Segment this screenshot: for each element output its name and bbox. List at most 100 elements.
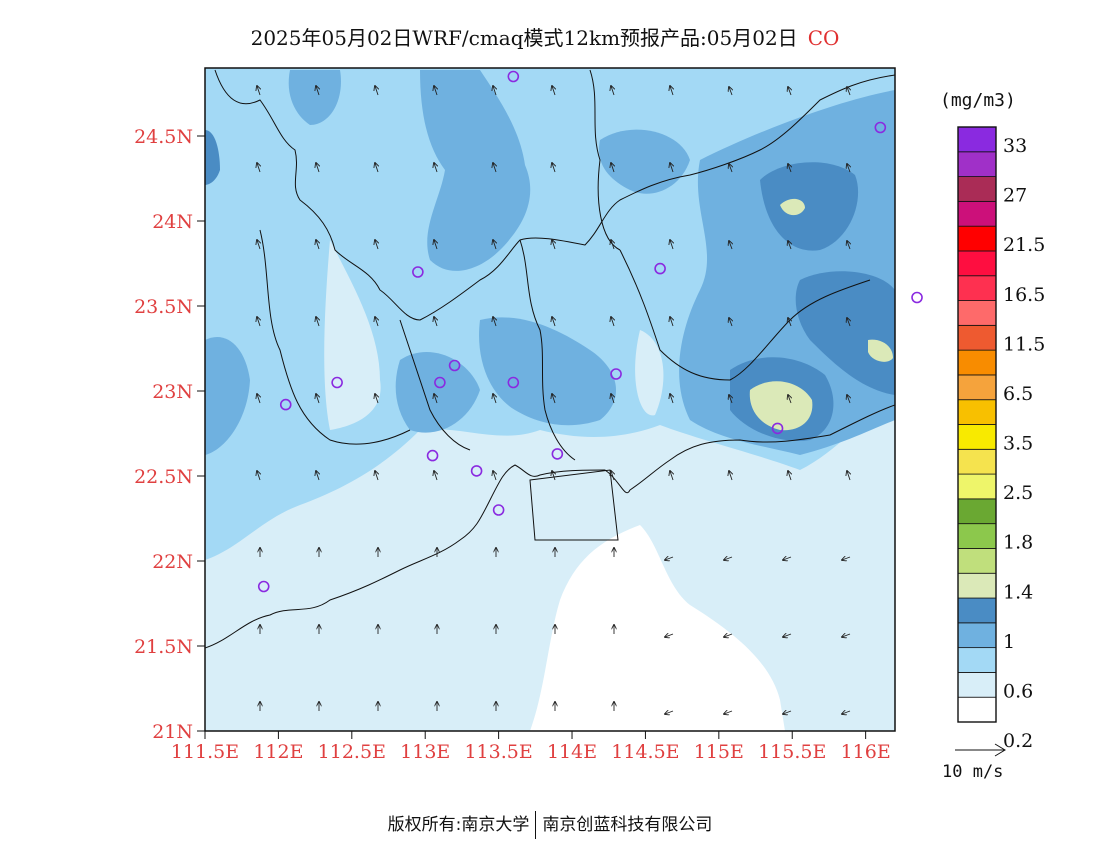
colorbar-swatch	[957, 622, 997, 649]
colorbar-frame	[957, 126, 997, 723]
wind-arrow	[434, 317, 437, 327]
wind-arrow	[670, 317, 673, 327]
wind-arrow	[842, 634, 851, 637]
lon-tick-label: 116E	[841, 741, 891, 763]
station-marker	[874, 121, 887, 134]
wind-arrow	[552, 471, 555, 481]
station-marker	[448, 359, 461, 372]
field-high-1p4-coast	[749, 381, 813, 431]
prefecture-boundary-pearl	[399, 319, 471, 451]
field-mid-0p6-northeast	[599, 129, 690, 194]
wind-arrow	[493, 240, 496, 250]
wind-arrow	[375, 471, 378, 481]
wind-arrow	[729, 241, 732, 250]
wind-arrow	[375, 86, 378, 96]
wind-arrow	[847, 87, 850, 96]
wind-arrow	[611, 394, 614, 404]
colorbar-swatch	[957, 126, 997, 153]
colorbar-label: 1	[1003, 631, 1015, 653]
copyright-footer: 版权所有:南京大学 南京创蓝科技有限公司	[0, 810, 1100, 839]
lat-tick-label: 23.5N	[134, 296, 193, 318]
station-marker	[470, 465, 483, 477]
colorbar-swatch	[957, 473, 997, 500]
station-marker	[911, 291, 923, 304]
title-main: 2025年05月02日WRF/cmaq模式12km预报产品:05月02日	[250, 26, 798, 50]
wind-arrow	[611, 471, 614, 481]
wind-arrow	[724, 711, 733, 714]
field-clean-sea	[530, 525, 785, 731]
colorbar-label: 3.5	[1003, 433, 1033, 455]
wind-arrow	[611, 86, 614, 96]
wind-arrow	[729, 395, 732, 404]
wind-arrow	[434, 163, 437, 173]
field-high-1-east-a	[760, 162, 859, 251]
wind-arrow	[729, 318, 732, 327]
wind-reference-head	[994, 743, 1006, 757]
wind-arrow	[257, 163, 260, 173]
field-mid-0p6-central	[479, 317, 617, 426]
wind-arrow	[729, 87, 732, 96]
wind-arrow	[670, 240, 673, 250]
colorbar-swatch	[957, 275, 997, 301]
wind-arrow	[316, 394, 319, 404]
colorbar-swatch	[957, 300, 997, 326]
wind-arrow	[316, 240, 319, 250]
lon-tick-label: 115E	[694, 741, 744, 763]
plot-frame	[204, 67, 896, 732]
coastline	[205, 404, 895, 649]
lon-tick-label: 113.5E	[464, 741, 532, 763]
colorbar-swatch	[957, 647, 997, 673]
wind-arrow	[552, 86, 555, 96]
colorbar-unit: (mg/m3)	[940, 90, 1016, 111]
wind-arrow	[788, 87, 791, 96]
lat-tick-label: 22N	[152, 551, 193, 573]
colorbar-label: 0.2	[1003, 730, 1033, 752]
wind-arrow	[788, 164, 791, 173]
colorbar-swatch	[957, 523, 997, 549]
field-mid-0p6-pearl	[395, 351, 480, 433]
lat-tick-label: 24N	[152, 211, 193, 233]
station-marker	[507, 70, 520, 83]
prefecture-boundary-north-2	[589, 69, 621, 251]
wind-arrow	[788, 471, 791, 481]
wind-reference-arrow	[955, 743, 1006, 757]
wind-arrow	[434, 471, 437, 481]
field-mid-0p6-northwest	[288, 70, 341, 125]
wind-arrow	[316, 86, 319, 96]
station-marker	[257, 580, 270, 593]
colorbar-label: 16.5	[1003, 284, 1045, 306]
wind-arrow	[847, 164, 850, 173]
wind-arrow	[611, 163, 614, 173]
colorbar-swatch	[957, 424, 997, 450]
colorbar-label: 27	[1003, 185, 1027, 207]
concentration-field	[205, 68, 895, 731]
wind-arrow	[493, 86, 496, 96]
colorbar-label: 2.5	[1003, 482, 1033, 504]
lat-tick-label: 23N	[152, 381, 193, 403]
station-marker	[434, 376, 446, 389]
prefecture-boundary-west	[259, 229, 411, 445]
colorbar: 33 27 21.5 16.5 11.5 6.5 3.5 2.5 1.8 1.4 1 0.6 0.2	[957, 126, 1045, 752]
wind-arrow	[729, 471, 732, 481]
lon-tick-label: 112E	[253, 741, 303, 763]
wind-arrow	[611, 240, 614, 250]
wind-arrow	[847, 241, 850, 250]
colorbar-swatch	[957, 572, 997, 599]
colorbar-swatch	[957, 672, 997, 698]
lat-tick-label: 21.5N	[134, 636, 193, 658]
field-low-0p2-corridor	[324, 240, 381, 430]
wind-arrow	[493, 163, 496, 173]
station-marker	[771, 422, 784, 435]
footer-separator	[535, 811, 537, 839]
wind-arrow	[842, 711, 851, 714]
lon-tick-label: 114.5E	[611, 741, 679, 763]
wind-arrow	[788, 395, 791, 404]
wind-arrow	[316, 471, 319, 481]
lat-tick-label: 24.5N	[134, 126, 193, 148]
boundaries	[205, 69, 895, 649]
lon-tick-label: 112.5E	[318, 741, 386, 763]
colorbar-swatch	[957, 225, 997, 252]
wind-arrow	[847, 318, 850, 327]
wind-arrow	[257, 240, 260, 250]
